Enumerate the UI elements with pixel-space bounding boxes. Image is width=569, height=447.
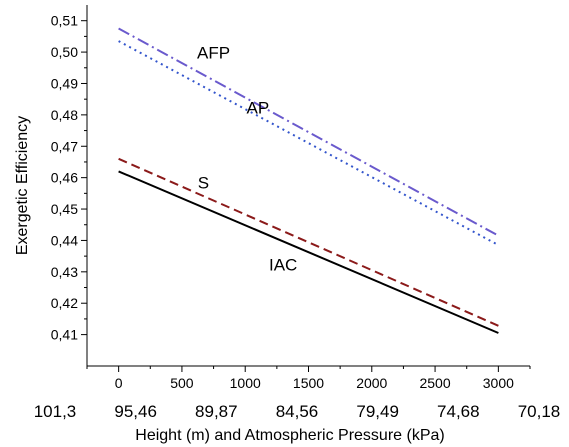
pressure-label: 95,46 (114, 402, 157, 421)
series-labels: AFP AP S IAC (197, 43, 297, 274)
y-tick-label: 0,42 (51, 295, 78, 311)
pressure-label: 79,49 (356, 402, 399, 421)
y-ticks: 0,41 0,42 0,43 0,44 0,45 0,46 0,47 0,48 0,49 0,50… (51, 13, 87, 343)
x-tick-label: 3000 (483, 375, 514, 391)
y-axis-title: Exergetic Efficiency (14, 116, 31, 255)
pressure-label: 89,87 (195, 402, 238, 421)
series-label-ap: AP (247, 98, 270, 117)
series-label-s: S (198, 174, 209, 193)
y-tick-label: 0,50 (51, 44, 78, 60)
y-tick-label: 0,45 (51, 201, 78, 217)
pressure-label: 74,68 (437, 402, 480, 421)
series-label-afp: AFP (197, 43, 230, 62)
pressure-label: 70,18 (518, 402, 561, 421)
y-tick-label: 0,48 (51, 107, 78, 123)
x-tick-label: 2500 (419, 375, 450, 391)
y-tick-label: 0,41 (51, 327, 78, 343)
x-tick-label: 500 (170, 375, 194, 391)
y-tick-label: 0,51 (51, 13, 78, 29)
x-tick-label: 1500 (293, 375, 324, 391)
y-tick-label: 0,49 (51, 75, 78, 91)
series-line-iac (118, 170, 499, 334)
series-line-s (118, 157, 499, 327)
y-tick-label: 0,43 (51, 264, 78, 280)
x-tick-label: 0 (115, 375, 123, 391)
x-axis-title: Height (m) and Atmospheric Pressure (kPa… (135, 427, 444, 444)
pressure-label: 101,3 (34, 402, 77, 421)
series-line-afp (118, 27, 499, 237)
x-tick-label: 1000 (230, 375, 261, 391)
x-ticks: 0 500 1000 1500 2000 2500 3000 101,3 95,46 89,87 8… (34, 366, 561, 421)
y-tick-label: 0,47 (51, 138, 78, 154)
y-tick-label: 0,44 (51, 232, 78, 248)
y-tick-label: 0,46 (51, 170, 78, 186)
x-tick-label: 2000 (356, 375, 387, 391)
series-lines (118, 27, 499, 334)
pressure-label: 84,56 (276, 402, 319, 421)
series-line-ap (118, 40, 499, 246)
series-label-iac: IAC (269, 255, 297, 274)
